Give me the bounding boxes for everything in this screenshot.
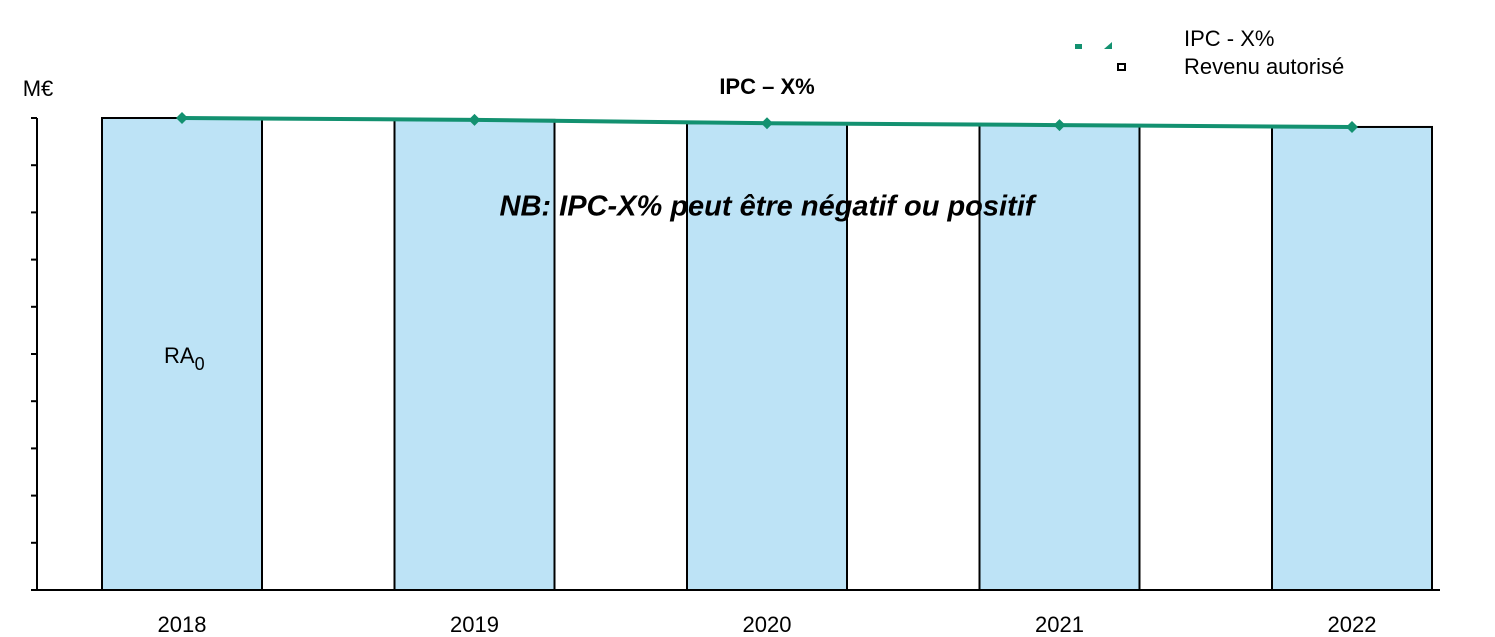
- line-marker: [1346, 120, 1358, 133]
- bar: [393, 118, 556, 591]
- annotation: NB: IPC-X% peut être négatif ou positif: [500, 191, 1038, 223]
- line-marker: [176, 112, 188, 124]
- bar-label: RA0: [164, 343, 205, 374]
- chart-title: IPC – X%: [719, 74, 814, 99]
- x-tick-label: 2022: [1328, 612, 1377, 637]
- bar: [101, 117, 263, 591]
- bars: [101, 117, 1433, 592]
- x-tick-label: 2020: [743, 612, 792, 637]
- x-tick-label: 2018: [158, 612, 207, 637]
- line-marker: [1053, 119, 1066, 132]
- x-tick-label: 2021: [1035, 612, 1084, 637]
- bar-label-subscript: 0: [195, 354, 205, 374]
- legend-label: IPC - X%: [1184, 26, 1274, 51]
- legend-swatch: [1117, 63, 1126, 71]
- bar-label-text: RA: [164, 343, 195, 368]
- legend-label: Revenu autorisé: [1184, 54, 1344, 79]
- bar: [978, 124, 1141, 592]
- line-marker: [761, 117, 773, 130]
- line-marker: [468, 113, 481, 126]
- bar: [1271, 125, 1433, 592]
- x-tick-label: 2019: [450, 612, 499, 637]
- y-axis-label: M€: [23, 76, 54, 101]
- legend-swatch: [1075, 44, 1082, 49]
- legend-swatch: [1104, 42, 1112, 49]
